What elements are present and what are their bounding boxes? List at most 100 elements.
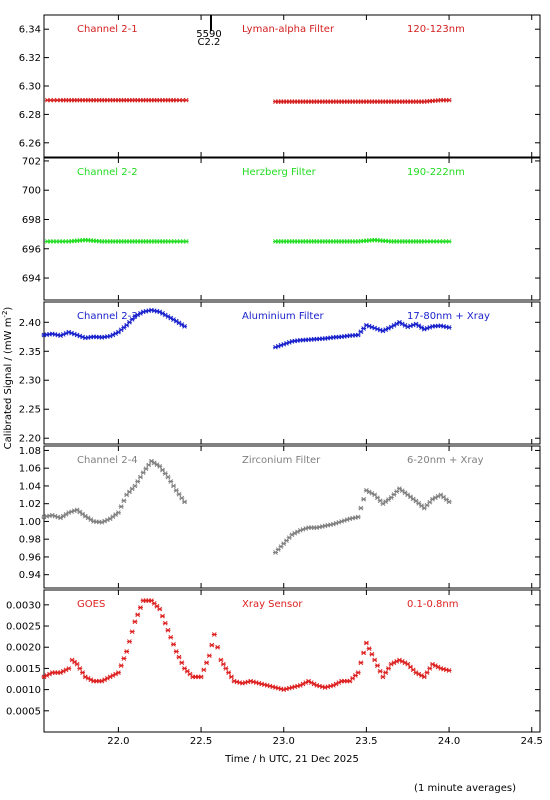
data-point [129,629,135,635]
data-point [182,323,188,329]
data-point [383,670,389,676]
data-point [446,668,452,673]
filter-label: Aluminium Filter [242,311,325,322]
data-point [132,483,138,489]
data-point [121,656,127,661]
data-point [385,666,391,671]
data-point [220,661,226,667]
data-point [137,605,143,611]
data-point [165,474,171,480]
data-point [228,674,234,680]
y-tick-label: 0.0020 [6,643,41,654]
x-tick-label: 23.5 [355,736,377,747]
data-point [135,612,141,618]
data-point [173,488,179,493]
data-point [380,674,386,680]
data-point [77,666,83,671]
x-tick-label: 23.0 [273,736,295,747]
y-tick-label: 702 [22,156,41,167]
y-tick-label: 700 [22,186,41,197]
y-tick-label: 1.04 [19,481,41,492]
y-axis-label-main: Calibrated Signal / (mW m [3,318,14,450]
data-point [124,649,130,654]
data-point [143,466,149,472]
data-point [427,666,433,671]
data-point [173,649,179,654]
data-point [361,650,367,656]
data-point [223,666,229,671]
data-point [118,663,124,668]
data-point [171,642,177,647]
data-point [369,651,375,657]
data-point [198,674,204,680]
data-point [146,462,152,468]
y-tick-label: 2.40 [19,318,41,329]
data-point [159,467,165,473]
filter-label: Xray Sensor [242,599,303,610]
y-tick-label: 6.30 [19,82,41,93]
data-point [162,471,168,476]
data-series [41,458,452,555]
data-point [179,495,185,501]
data-point [159,613,165,619]
y-axis-label-close: ) [3,307,14,311]
y-tick-label: 1.06 [19,464,41,475]
data-point [206,653,212,659]
panel-frame [43,589,541,733]
data-point [358,660,364,666]
panel-2: 694 696 698 700 702 Channel 2-2 Herzberg Filte… [22,156,541,301]
data-point [176,654,182,660]
data-point [201,667,207,673]
band-label: 6-20nm + Xray [407,455,484,466]
y-tick-label: 2.25 [19,405,41,416]
y-tick-label: 6.32 [19,53,41,64]
y-tick-label: 6.26 [19,138,41,149]
data-point [446,499,452,505]
data-point [366,646,372,651]
x-tick-label: 22.0 [107,736,129,747]
data-point [165,627,171,633]
data-series [41,307,452,350]
data-point [226,670,232,676]
data-series [44,237,452,244]
data-point [355,514,361,520]
x-tick-label: 24.0 [438,736,460,747]
data-point [372,657,378,663]
y-tick-label: 1.08 [19,446,41,457]
x-tick-label: 24.5 [521,736,543,747]
data-point [140,470,146,475]
data-point [215,644,221,650]
x-axis-label: Time / h UTC, 21 Dec 2025 [224,754,359,765]
footnote: (1 minute averages) [414,783,516,794]
y-tick-label: 0.0030 [6,600,41,611]
panel-title: Channel 2-2 [77,167,138,178]
data-point [358,329,364,335]
flare-class: C2.2 [198,37,221,48]
data-point [183,97,189,103]
data-point [126,639,132,644]
panel-title: Channel 2-4 [77,455,138,466]
y-tick-label: 6.28 [19,110,41,121]
y-tick-label: 2.35 [19,347,41,358]
y-tick-label: 0.0015 [6,664,41,675]
data-point [358,505,364,511]
panel-3: 2.20 2.25 2.30 2.35 2.40 Channel 2-3 Aluminium… [19,301,541,445]
y-tick-label: 0.96 [19,552,41,563]
data-point [204,660,210,666]
data-point [446,97,452,103]
data-series [41,598,452,692]
panel-title: GOES [77,599,105,610]
data-point [171,483,177,489]
data-point [421,674,427,680]
data-point [218,657,224,663]
data-point [157,464,163,469]
y-tick-label: 696 [22,244,41,255]
data-point [179,660,185,666]
y-tick-label: 1.00 [19,517,41,528]
data-point [377,668,383,674]
data-point [115,510,121,515]
y-tick-label: 694 [22,274,41,285]
data-point [66,666,72,671]
panel-5: 0.0005 0.0010 0.0015 0.0020 0.0025 0.0030 22.0… [6,589,543,747]
data-point [121,498,127,504]
